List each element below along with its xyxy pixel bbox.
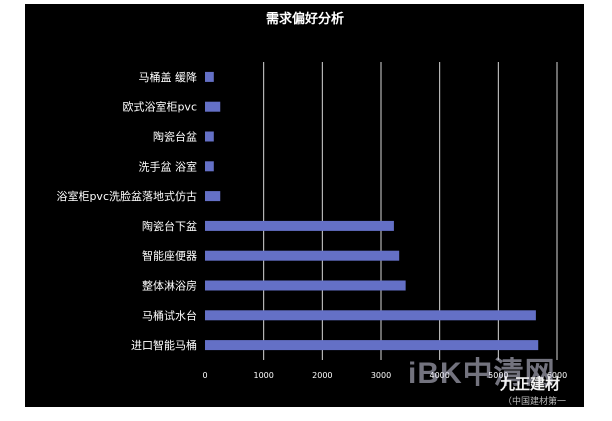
y-category-label: 智能座便器 (142, 249, 197, 263)
bar (205, 101, 221, 112)
bar (205, 310, 536, 321)
x-tick-label: 4000 (429, 371, 449, 380)
watermark-text: iBK中清网 (408, 357, 556, 390)
y-category-label: 整体淋浴房 (142, 279, 197, 293)
y-category-label: 陶瓷台盆 (153, 130, 197, 144)
y-category-label: 进口智能马桶 (131, 338, 197, 352)
x-tick-label: 3000 (371, 371, 391, 380)
y-category-label: 欧式浴室柜pvc (122, 100, 197, 114)
bar (205, 71, 214, 82)
chart-title: 需求偏好分析 (266, 11, 344, 27)
brand-subtitle: （中国建材第一 (503, 396, 567, 406)
y-category-label: 陶瓷台下盆 (142, 219, 197, 233)
bar (205, 131, 214, 142)
bar (205, 161, 214, 172)
bar (205, 220, 394, 231)
y-category-label: 马桶试水台 (142, 308, 197, 322)
x-tick-label: 5000 (488, 371, 508, 380)
x-tick-label: 6000 (547, 371, 567, 380)
y-category-label: 浴室柜pvc洗脸盆落地式仿古 (56, 189, 197, 203)
y-category-label: 马桶盖 缓降 (139, 70, 198, 84)
x-tick-label: 0 (202, 371, 207, 380)
y-category-label: 洗手盆 浴室 (139, 159, 198, 173)
bar (205, 280, 406, 291)
chart-panel: 需求偏好分析 马桶盖 缓降欧式浴室柜pvc 陶瓷台盆洗手盆 浴室浴室柜pvc洗脸盆… (25, 4, 584, 407)
brand-logo-text: 九正建材 (500, 375, 561, 393)
x-tick-label: 1000 (253, 371, 273, 380)
x-tick-label: 2000 (312, 371, 332, 380)
bar (205, 340, 539, 351)
bar (205, 191, 221, 202)
bar (205, 250, 400, 261)
